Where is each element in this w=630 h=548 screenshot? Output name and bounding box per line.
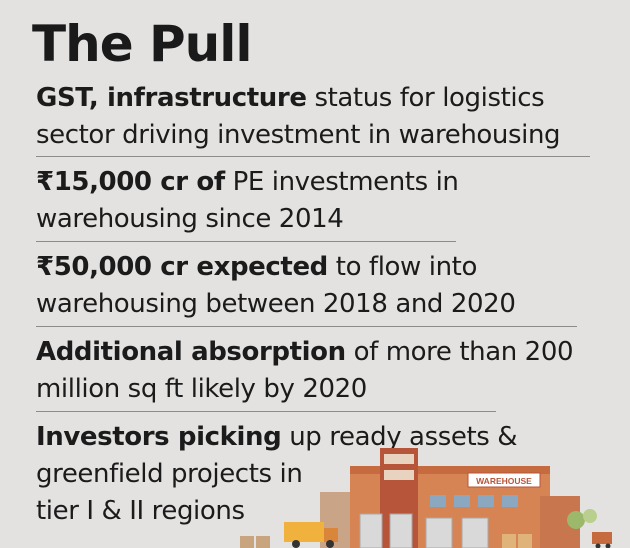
item-highlight: GST, infrastructure <box>36 83 307 113</box>
forklift-wheel <box>595 543 601 548</box>
list-item: Additional absorption of more than 200 m… <box>36 334 574 408</box>
item-line-3: tier I & II regions <box>36 496 245 526</box>
cargo-box <box>240 536 254 548</box>
item-text: up ready assets & <box>281 422 518 452</box>
tower-window <box>384 470 414 480</box>
warehouse-sign-text: WAREHOUSE <box>476 476 532 486</box>
loading-door <box>389 513 413 548</box>
forklift-wheel <box>605 543 611 548</box>
cargo-box <box>256 536 270 548</box>
loading-door <box>461 517 489 548</box>
list-item: Investors picking up ready assets & gree… <box>36 419 518 530</box>
loading-door <box>425 517 453 548</box>
item-highlight: Additional absorption <box>36 337 346 367</box>
warehouse-illustration: WAREHOUSE <box>240 448 612 548</box>
item-line-2: warehousing since 2014 <box>36 204 344 234</box>
divider <box>36 156 590 157</box>
truck-body <box>284 522 324 542</box>
item-line-1: GST, infrastructure status for logistics <box>36 80 560 117</box>
divider <box>36 326 577 327</box>
forklift <box>592 532 612 544</box>
cargo-box <box>502 534 516 548</box>
item-text: PE investments in <box>224 167 459 197</box>
warehouse-sign <box>467 472 541 488</box>
item-line-2: million sq ft likely by 2020 <box>36 374 367 404</box>
tree <box>567 511 585 529</box>
item-line-1: Additional absorption of more than 200 <box>36 334 574 371</box>
item-line-2: warehousing between 2018 and 2020 <box>36 289 516 319</box>
warehouse-roof <box>350 466 550 474</box>
item-text: status for logistics <box>306 83 545 113</box>
item-line-1: ₹15,000 cr of PE investments in <box>36 164 459 201</box>
window <box>478 495 494 507</box>
window <box>430 495 446 507</box>
window <box>502 495 518 507</box>
divider <box>36 411 496 412</box>
tree <box>583 509 597 523</box>
item-highlight: ₹15,000 cr of <box>36 167 225 197</box>
item-line-2: greenfield projects in <box>36 459 303 489</box>
list-item: GST, infrastructure status for logistics… <box>36 80 561 154</box>
divider <box>36 241 456 242</box>
loading-door <box>359 513 383 548</box>
item-text: of more than 200 <box>345 337 574 367</box>
list-item: ₹15,000 cr of PE investments in warehous… <box>36 164 459 238</box>
item-line-1: ₹50,000 cr expected to flow into <box>36 249 515 286</box>
item-line-1: Investors picking up ready assets & <box>36 419 518 456</box>
window <box>454 495 470 507</box>
cargo-box <box>518 534 532 548</box>
truck-wheel <box>292 540 300 548</box>
item-highlight: Investors picking <box>36 422 282 452</box>
item-line-2: sector driving investment in warehousing <box>36 120 561 150</box>
tower-window <box>384 454 414 464</box>
item-text: to flow into <box>327 252 478 282</box>
list-item: ₹50,000 cr expected to flow into warehou… <box>36 249 516 323</box>
truck-cab <box>324 528 338 542</box>
truck-wheel <box>326 540 334 548</box>
page-title: The Pull <box>32 15 253 73</box>
item-highlight: ₹50,000 cr expected <box>36 252 328 282</box>
